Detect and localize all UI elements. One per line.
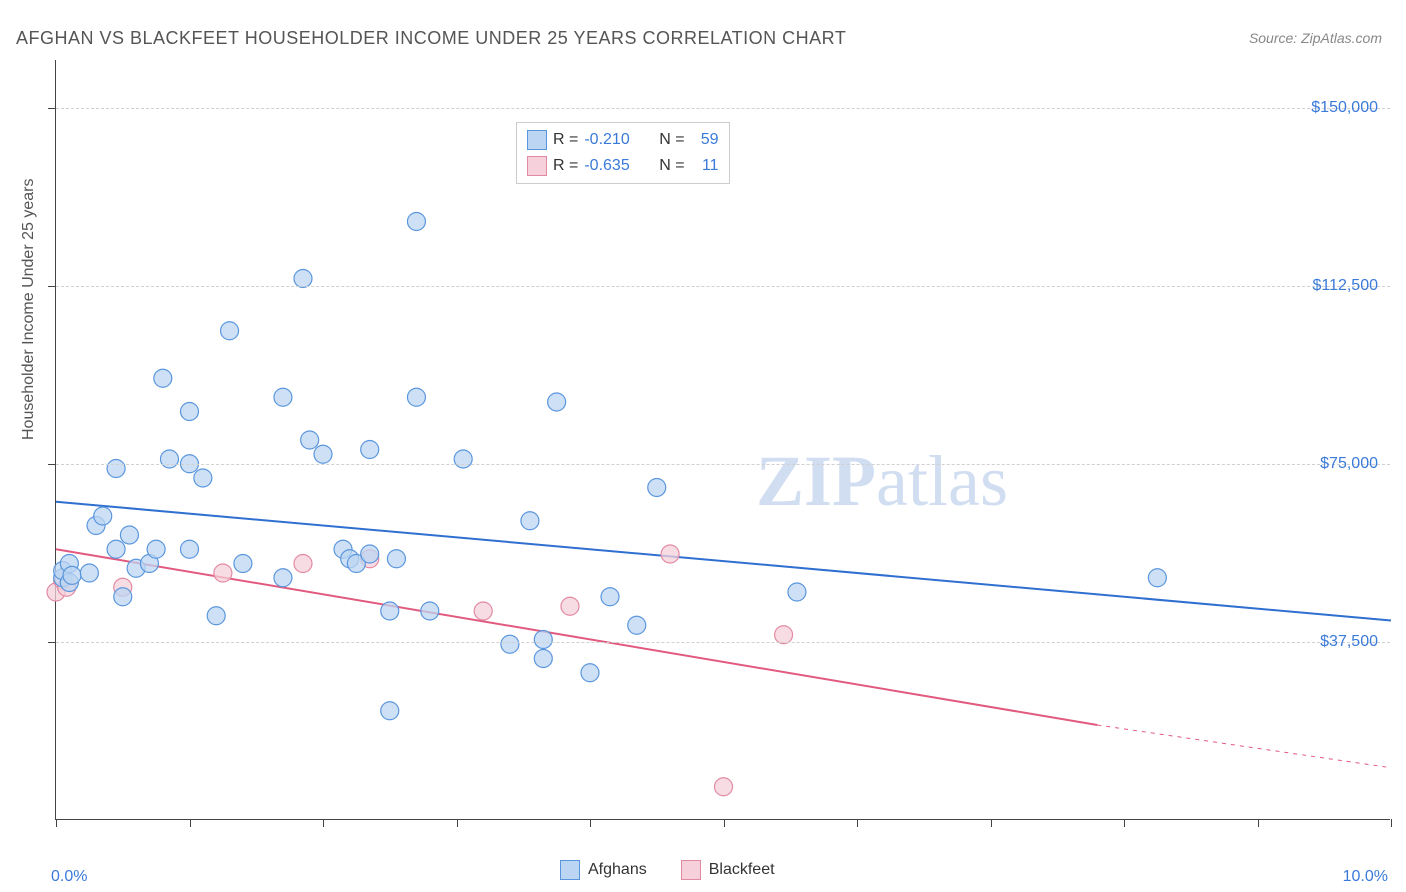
x-tick [724,819,725,827]
gridline [56,108,1390,109]
x-tick-label: 0.0% [51,868,87,886]
data-point [207,607,225,625]
data-point [601,588,619,606]
y-axis-label: Householder Income Under 25 years [20,179,38,440]
data-point [501,635,519,653]
legend-swatch [681,860,701,880]
data-point [94,507,112,525]
plot-area: ZIPatlas R = -0.210 N = 59R = -0.635 N =… [55,60,1390,820]
chart-title: AFGHAN VS BLACKFEET HOUSEHOLDER INCOME U… [16,28,846,49]
y-tick [48,286,56,287]
x-tick [1391,819,1392,827]
data-point [221,322,239,340]
x-tick [1258,819,1259,827]
series-legend-item: Blackfeet [681,860,775,880]
x-tick [590,819,591,827]
data-point [314,445,332,463]
data-point [474,602,492,620]
x-tick [1124,819,1125,827]
series-legend: Afghans Blackfeet [560,860,775,880]
data-point [561,597,579,615]
series-name: Blackfeet [709,861,775,879]
data-point [534,631,552,649]
data-point [387,550,405,568]
data-point [381,702,399,720]
x-tick [56,819,57,827]
regression-line [56,502,1391,621]
legend-row: R = -0.210 N = 59 [527,127,719,153]
data-point [548,393,566,411]
legend-swatch [560,860,580,880]
y-tick-label: $37,500 [1320,633,1378,651]
x-tick-label: 10.0% [1343,868,1388,886]
gridline [56,642,1390,643]
data-point [160,450,178,468]
data-point [661,545,679,563]
data-point [214,564,232,582]
regression-line-dashed [1097,725,1391,768]
x-tick [991,819,992,827]
data-point [407,213,425,231]
series-legend-item: Afghans [560,860,647,880]
data-point [63,566,81,584]
legend-r-prefix: R = [553,153,578,179]
gridline [56,464,1390,465]
x-tick [457,819,458,827]
x-tick [323,819,324,827]
y-tick [48,108,56,109]
data-point [454,450,472,468]
legend-n-value: 11 [691,153,719,179]
data-point [154,369,172,387]
data-point [274,388,292,406]
chart-container: AFGHAN VS BLACKFEET HOUSEHOLDER INCOME U… [0,0,1406,892]
data-point [361,545,379,563]
data-point [407,388,425,406]
data-point [361,441,379,459]
data-point [421,602,439,620]
data-point [581,664,599,682]
data-point [628,616,646,634]
data-point [147,540,165,558]
data-point [294,555,312,573]
data-point [788,583,806,601]
legend-n-prefix: N = [650,153,684,179]
data-point [1148,569,1166,587]
gridline [56,286,1390,287]
data-point [274,569,292,587]
legend-r-value: -0.635 [584,153,644,179]
data-point [521,512,539,530]
x-tick [857,819,858,827]
data-point [234,555,252,573]
source-attribution: Source: ZipAtlas.com [1249,30,1382,46]
data-point [301,431,319,449]
x-tick [190,819,191,827]
regression-line [56,549,1097,725]
legend-r-value: -0.210 [584,127,644,153]
data-point [534,650,552,668]
data-point [107,540,125,558]
legend-n-prefix: N = [650,127,684,153]
y-tick [48,464,56,465]
data-point [107,460,125,478]
series-name: Afghans [588,861,647,879]
legend-swatch [527,156,547,176]
legend-row: R = -0.635 N = 11 [527,153,719,179]
data-point [381,602,399,620]
legend-r-prefix: R = [553,127,578,153]
data-point [715,778,733,796]
legend-swatch [527,130,547,150]
y-tick [48,642,56,643]
data-point [80,564,98,582]
legend-n-value: 59 [691,127,719,153]
data-point [181,540,199,558]
data-point [648,479,666,497]
data-point [114,588,132,606]
data-point [120,526,138,544]
correlation-legend: R = -0.210 N = 59R = -0.635 N = 11 [516,122,730,184]
y-tick-label: $150,000 [1311,99,1378,117]
data-point [194,469,212,487]
data-point [181,403,199,421]
y-tick-label: $75,000 [1320,455,1378,473]
y-tick-label: $112,500 [1312,277,1378,295]
